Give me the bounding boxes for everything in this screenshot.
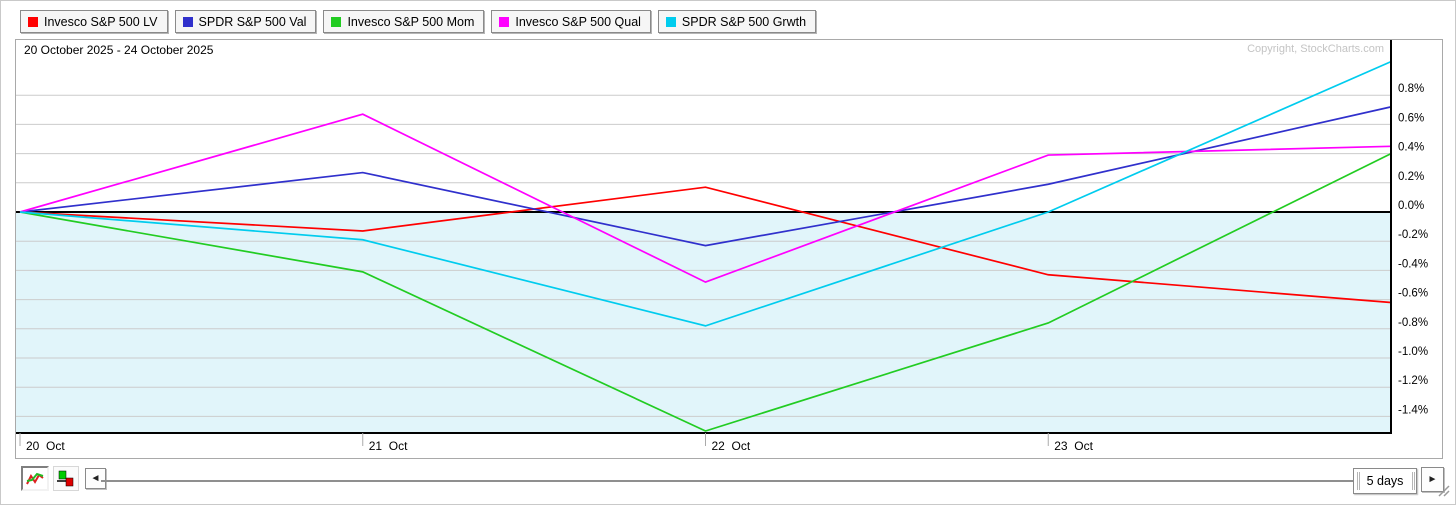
series-line-invesco-s-p-500-mom[interactable] (19, 152, 1392, 432)
timeline-scrollbar-track[interactable] (101, 480, 1354, 482)
y-axis-label: 0.6% (1398, 112, 1424, 124)
series-color-swatch-red (28, 16, 38, 27)
candlestick-style-button[interactable] (53, 466, 79, 491)
x-axis-label: 20 Oct (26, 439, 65, 453)
right-arrow-icon: ► (1427, 473, 1438, 485)
series-color-swatch-green (331, 16, 342, 27)
line-chart-style-button[interactable] (21, 466, 49, 491)
series-color-swatch-magenta (499, 16, 510, 27)
legend-item-invesco-sp-500-lv[interactable]: Invesco S&P 500 LV (20, 10, 168, 33)
x-axis-label: 22 Oct (712, 439, 751, 453)
left-arrow-icon: ◄ (90, 472, 101, 484)
series-line-invesco-s-p-500-qual[interactable] (19, 113, 1392, 284)
legend-item-invesco-sp-500-qual[interactable]: Invesco S&P 500 Qual (491, 10, 651, 33)
timeline-range-thumb[interactable]: 5 days (1353, 468, 1417, 494)
y-axis-label: -0.8% (1398, 317, 1428, 329)
candlestick-icon (57, 470, 74, 487)
series-color-swatch-blue (182, 16, 193, 27)
chart-panel: 20 October 2025 - 24 October 2025 Copyri… (15, 39, 1443, 459)
legend: Invesco S&P 500 LV SPDR S&P 500 Val Inve… (20, 10, 817, 33)
legend-item-invesco-sp-500-mom[interactable]: Invesco S&P 500 Mom (323, 10, 485, 33)
y-axis-label: -1.4% (1398, 404, 1428, 416)
series-color-swatch-cyan (665, 16, 676, 27)
series-line-invesco-s-p-500-lv[interactable] (19, 186, 1392, 304)
y-axis-label: -0.2% (1398, 229, 1428, 241)
scroll-left-button[interactable]: ◄ (85, 468, 106, 489)
thumb-grip-left (1357, 472, 1358, 490)
y-axis-label: 0.0% (1398, 200, 1424, 212)
y-axis-label: 0.8% (1398, 83, 1424, 95)
x-axis-label: 21 Oct (369, 439, 408, 453)
y-axis-label: 0.4% (1398, 142, 1424, 154)
y-axis-label: -1.2% (1398, 375, 1428, 387)
scroll-right-button[interactable]: ► (1421, 467, 1444, 492)
series-line-spdr-s-p-500-grwth[interactable] (19, 60, 1392, 327)
y-axis-label: -0.6% (1398, 288, 1428, 300)
y-axis-label: -0.4% (1398, 258, 1428, 270)
y-axis-label: 0.2% (1398, 171, 1424, 183)
thumb-grip-right (1412, 472, 1413, 490)
line-chart-icon (26, 472, 44, 485)
legend-item-spdr-sp-500-grwth[interactable]: SPDR S&P 500 Grwth (657, 10, 817, 33)
legend-item-spdr-sp-500-val[interactable]: SPDR S&P 500 Val (174, 10, 317, 33)
range-duration-label: 5 days (1366, 474, 1404, 488)
legend-item-label: Invesco S&P 500 LV (44, 14, 158, 29)
copyright-label: Copyright, StockCharts.com (1247, 43, 1384, 55)
legend-item-label: SPDR S&P 500 Grwth (681, 14, 807, 29)
series-line-spdr-s-p-500-val[interactable] (19, 106, 1392, 247)
resize-grip-icon[interactable] (1436, 483, 1450, 497)
x-axis-label: 23 Oct (1054, 439, 1093, 453)
legend-item-label: Invesco S&P 500 Mom (347, 14, 475, 29)
date-range-label: 20 October 2025 - 24 October 2025 (24, 43, 214, 57)
legend-item-label: Invesco S&P 500 Qual (515, 14, 641, 29)
bottom-toolbar: ◄ 5 days ► (1, 459, 1455, 504)
legend-item-label: SPDR S&P 500 Val (198, 14, 307, 29)
y-axis-label: -1.0% (1398, 346, 1428, 358)
performance-line-chart[interactable]: 0.8% 0.6% 0.4% 0.2% 0.0% -0.2% -0.4% -0.6% -0.8%… (16, 40, 1442, 458)
below-zero-fill (16, 212, 1391, 433)
